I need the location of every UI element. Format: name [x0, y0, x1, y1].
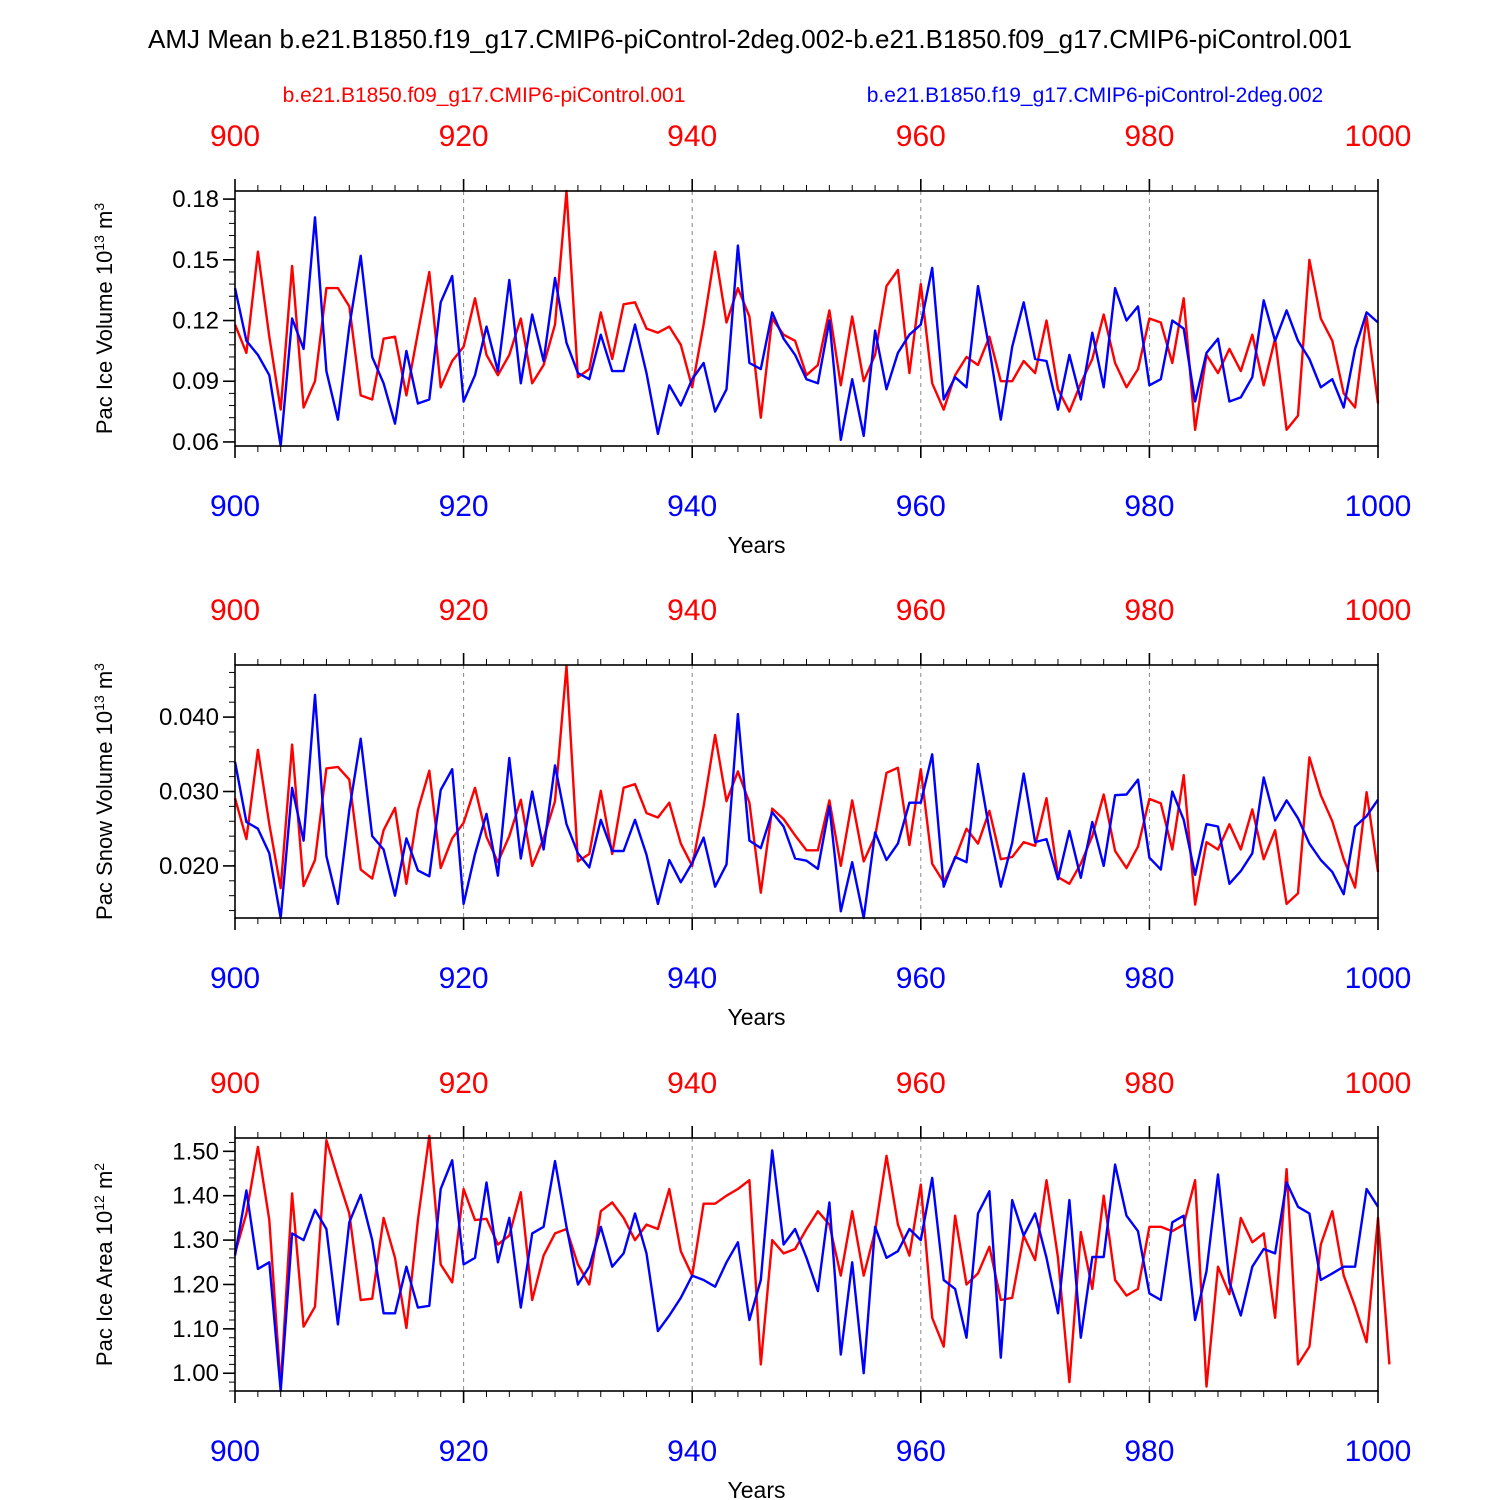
x-tick-label-top: 960	[896, 594, 946, 627]
y-axis-label-superscript: 3	[91, 663, 107, 671]
x-tick-label-top: 900	[210, 1067, 260, 1100]
legend-blue-label: b.e21.B1850.f19_g17.CMIP6-piControl-2deg…	[867, 84, 1323, 107]
x-tick-label-top: 960	[896, 120, 946, 153]
chart-panel-1: 0.06 0.09 0.12 0.15 0.18 Pac Ice Volume 1013 …	[91, 120, 1411, 558]
x-tick-label-bottom: 980	[1124, 490, 1174, 523]
y-tick-label: 1.50	[172, 1138, 219, 1165]
series-line-blue	[233, 216, 1379, 448]
plot-frame	[234, 190, 1379, 447]
x-axis-label: Years	[728, 532, 786, 558]
x-tick-label-top: 980	[1124, 1067, 1174, 1100]
x-tick-label-bottom: 960	[896, 962, 946, 995]
x-tick-label-top: 920	[439, 594, 489, 627]
y-axis-label-part: m	[92, 1171, 117, 1195]
x-tick-label-top: 1000	[1345, 594, 1412, 627]
y-axis-label-part: Pac Ice Volume 10	[92, 251, 117, 434]
x-tick-label-top: 940	[667, 120, 717, 153]
x-tick-label-top: 920	[439, 1067, 489, 1100]
y-tick-label: 1.40	[172, 1183, 219, 1210]
legend-red-label: b.e21.B1850.f09_g17.CMIP6-piControl.001	[283, 84, 686, 107]
y-axis-label: Pac Ice Volume 1013 m3	[91, 203, 117, 434]
y-axis-label-superscript: 13	[91, 235, 107, 251]
y-tick-label: 0.030	[159, 779, 219, 806]
x-tick-label-top: 1000	[1345, 120, 1412, 153]
y-axis-label-superscript: 13	[91, 695, 107, 711]
x-tick-label-bottom: 900	[210, 1435, 260, 1468]
y-axis-label-superscript: 2	[91, 1163, 107, 1171]
y-axis-label-part: Pac Snow Volume 10	[92, 711, 117, 920]
chart-panel-2: 0.020 0.030 0.040 Pac Snow Volume 1013 m3 90…	[91, 594, 1411, 1030]
y-axis-label-part: m	[92, 671, 117, 695]
y-axis-label: Pac Ice Area 1012 m2	[91, 1163, 117, 1366]
y-tick-label: 0.040	[159, 704, 219, 731]
x-tick-label-bottom: 940	[667, 490, 717, 523]
x-tick-label-bottom: 1000	[1345, 1435, 1412, 1468]
series-line-blue	[233, 1149, 1380, 1393]
y-tick-label: 0.15	[172, 247, 219, 274]
x-tick-label-bottom: 900	[210, 962, 260, 995]
panels-group: 0.06 0.09 0.12 0.15 0.18 Pac Ice Volume 1013 …	[91, 120, 1411, 1500]
y-tick-label: 0.18	[172, 186, 219, 213]
y-axis-label-part: Pac Ice Area 10	[92, 1211, 117, 1366]
x-tick-label-bottom: 920	[439, 1435, 489, 1468]
x-tick-label-bottom: 1000	[1345, 490, 1412, 523]
y-tick-label: 0.12	[172, 308, 219, 335]
y-axis-label-superscript: 3	[91, 203, 107, 211]
x-tick-label-top: 900	[210, 594, 260, 627]
y-tick-label: 0.020	[159, 853, 219, 880]
y-tick-label: 1.20	[172, 1271, 219, 1298]
series-line-red	[233, 1134, 1391, 1388]
x-tick-label-top: 900	[210, 120, 260, 153]
x-tick-label-bottom: 920	[439, 490, 489, 523]
y-axis-label: Pac Snow Volume 1013 m3	[91, 663, 117, 920]
x-tick-label-top: 940	[667, 594, 717, 627]
x-axis-label: Years	[728, 1477, 786, 1500]
y-tick-label: 1.10	[172, 1316, 219, 1343]
x-tick-label-top: 920	[439, 120, 489, 153]
y-tick-label: 1.00	[172, 1360, 219, 1387]
x-tick-label-bottom: 940	[667, 1435, 717, 1468]
x-tick-label-bottom: 940	[667, 962, 717, 995]
y-tick-label: 0.09	[172, 368, 219, 395]
series-line-red	[233, 664, 1380, 906]
x-tick-label-bottom: 980	[1124, 962, 1174, 995]
x-tick-label-bottom: 980	[1124, 1435, 1174, 1468]
x-tick-label-top: 940	[667, 1067, 717, 1100]
x-tick-label-top: 960	[896, 1067, 946, 1100]
x-tick-label-bottom: 960	[896, 1435, 946, 1468]
y-tick-label: 1.30	[172, 1227, 219, 1254]
y-axis-label-superscript: 12	[91, 1195, 107, 1211]
x-tick-label-top: 980	[1124, 594, 1174, 627]
x-tick-label-bottom: 960	[896, 490, 946, 523]
y-axis-label-part: m	[92, 211, 117, 235]
x-axis-label: Years	[728, 1004, 786, 1030]
x-tick-label-bottom: 920	[439, 962, 489, 995]
x-tick-label-top: 1000	[1345, 1067, 1412, 1100]
x-tick-label-bottom: 900	[210, 490, 260, 523]
series-line-blue	[233, 693, 1379, 920]
series-line-red	[233, 189, 1380, 431]
figure-title: AMJ Mean b.e21.B1850.f19_g17.CMIP6-piCon…	[148, 24, 1352, 54]
x-tick-label-top: 980	[1124, 120, 1174, 153]
x-tick-label-bottom: 1000	[1345, 962, 1412, 995]
y-tick-label: 0.06	[172, 429, 219, 456]
